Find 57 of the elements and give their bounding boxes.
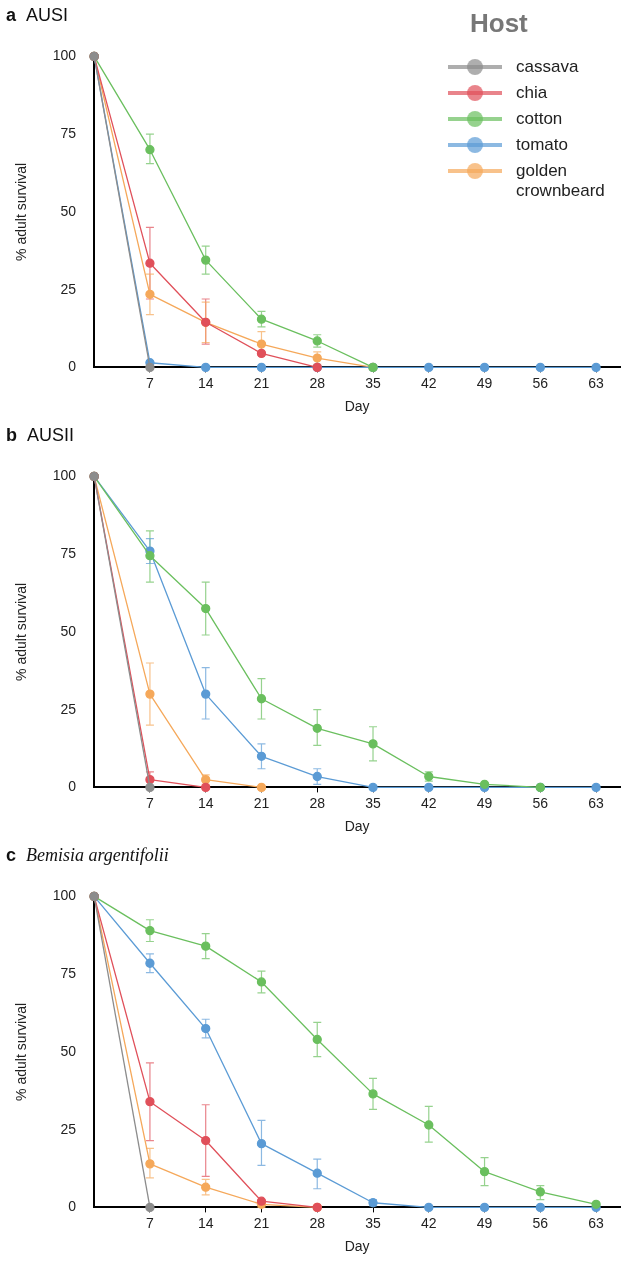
y-tick-label: 50 — [60, 202, 77, 219]
x-tick-label: 28 — [309, 794, 326, 811]
legend-label: golden crownbeard — [516, 161, 606, 201]
y-tick-label: 100 — [52, 467, 77, 484]
y-axis-title: % adult survival — [13, 1002, 30, 1101]
y-tick-label: 100 — [52, 887, 77, 904]
y-tick-label: 25 — [60, 1120, 77, 1137]
x-tick-label: 42 — [421, 374, 437, 391]
x-axis-title: Day — [344, 398, 370, 415]
y-axis-title: % adult survival — [13, 162, 30, 261]
x-tick-label: 42 — [421, 794, 437, 811]
y-tick-label: 75 — [60, 545, 77, 562]
x-tick-label: 7 — [146, 374, 155, 391]
y-axis-title: % adult survival — [13, 582, 30, 681]
x-tick-label: 7 — [146, 794, 155, 811]
x-tick-label: 56 — [532, 794, 549, 811]
x-tick-label: 42 — [421, 1214, 437, 1231]
x-tick-label: 35 — [365, 1214, 382, 1231]
legend-label: cotton — [516, 109, 564, 129]
y-tick-label: 75 — [60, 965, 77, 982]
x-tick-label: 28 — [309, 1214, 326, 1231]
x-tick-label: 35 — [365, 794, 382, 811]
legend-label: chia — [516, 83, 549, 103]
x-tick-label: 49 — [476, 794, 493, 811]
x-tick-label: 63 — [588, 374, 605, 391]
x-tick-label: 49 — [476, 1214, 493, 1231]
chart-title: a AUSI — [6, 5, 69, 25]
x-tick-label: 63 — [588, 1214, 605, 1231]
y-tick-label: 25 — [60, 700, 77, 717]
x-tick-label: 56 — [532, 1214, 549, 1231]
x-tick-label: 21 — [253, 794, 270, 811]
y-tick-label: 25 — [60, 280, 77, 297]
y-tick-label: 100 — [52, 47, 77, 64]
x-tick-label: 56 — [532, 374, 549, 391]
y-tick-label: 0 — [68, 778, 77, 795]
x-tick-label: 35 — [365, 374, 382, 391]
legend-label: cassava — [516, 57, 580, 77]
x-tick-label: 14 — [197, 374, 214, 391]
y-tick-label: 75 — [60, 125, 77, 142]
x-axis-title: Day — [344, 1238, 370, 1255]
y-tick-label: 0 — [68, 358, 77, 375]
y-tick-label: 0 — [68, 1198, 77, 1215]
chart-title: c Bemisia argentifolii — [6, 845, 169, 865]
x-tick-label: 21 — [253, 374, 270, 391]
x-tick-label: 21 — [253, 1214, 270, 1231]
x-tick-label: 28 — [309, 374, 326, 391]
x-tick-label: 14 — [197, 794, 214, 811]
x-tick-label: 7 — [146, 1214, 155, 1231]
x-tick-label: 49 — [476, 374, 493, 391]
chart-title: b AUSII — [6, 425, 75, 445]
legend-label: tomato — [516, 135, 569, 155]
x-axis-title: Day — [344, 818, 370, 835]
x-tick-label: 63 — [588, 794, 605, 811]
y-tick-label: 50 — [60, 622, 77, 639]
y-tick-label: 50 — [60, 1042, 77, 1059]
x-tick-label: 14 — [197, 1214, 214, 1231]
legend-title: Host — [470, 8, 529, 39]
